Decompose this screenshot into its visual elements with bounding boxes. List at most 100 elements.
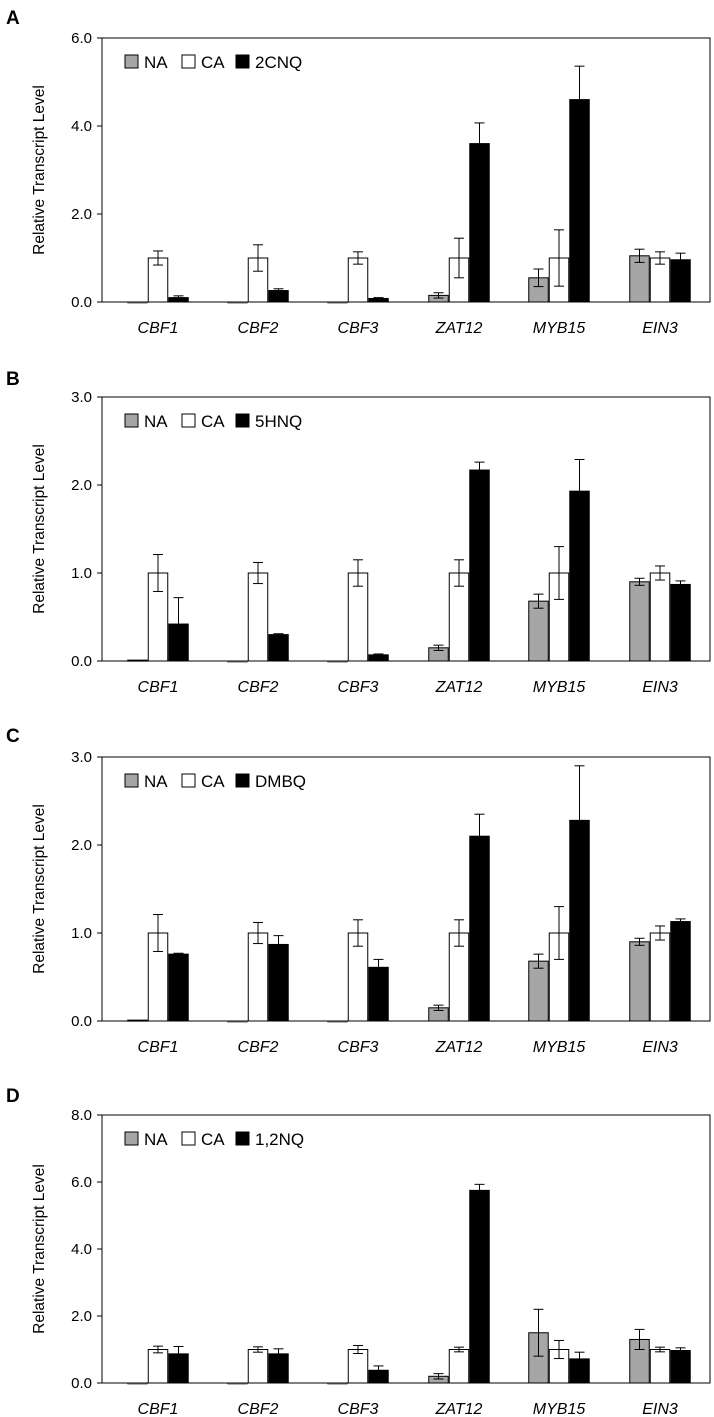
category-label: EIN3: [642, 679, 678, 696]
y-tick-label: 6.0: [71, 1174, 92, 1191]
y-tick-label: 0.0: [71, 653, 92, 670]
bar-ca-cbf1: [147, 1349, 169, 1384]
bar-5hnq-cbf2: [268, 634, 289, 662]
legend-label: CA: [201, 412, 225, 431]
category-label: CBF1: [138, 679, 179, 696]
panel-b: B 0.0 1.0 2.0 3.0 Relative Transcript Level CB…: [6, 369, 711, 696]
y-axis-label: Relative Transcript Level: [31, 444, 48, 614]
category-label: ZAT12: [435, 1039, 483, 1056]
bar-ca-cbf3: [347, 1349, 369, 1384]
bar-na-ein3: [629, 941, 650, 1022]
legend-swatch: [235, 773, 250, 788]
panel-letter: B: [6, 369, 20, 390]
category-label: CBF2: [238, 320, 279, 337]
legend-label: 5HNQ: [255, 412, 302, 431]
y-tick-label: 0.0: [71, 1013, 92, 1030]
bar-ca-cbf2: [247, 932, 269, 1022]
panel-d: D 0.0 2.0 4.0 6.0 8.0 Relative Transcript Leve…: [6, 1086, 711, 1417]
y-tick-label: 4.0: [71, 118, 92, 135]
category-label: ZAT12: [435, 1401, 483, 1417]
bar-ca-ein3: [649, 572, 671, 662]
panel-letter: A: [6, 8, 20, 29]
category-label: EIN3: [642, 1401, 678, 1417]
y-tick-label: 1.0: [71, 565, 92, 582]
legend-label: NA: [144, 772, 168, 791]
bar-na-myb15: [528, 960, 549, 1022]
bar-1-2nq-zat12: [469, 1189, 490, 1384]
y-tick-label: 3.0: [71, 389, 92, 406]
bar-dmbq-cbf1: [168, 953, 189, 1022]
bar-ca-cbf2: [247, 1349, 269, 1384]
plot-frame: [101, 756, 711, 1022]
y-tick-label: 0.0: [71, 294, 92, 311]
bar-2cnq-zat12: [469, 143, 490, 303]
legend-swatch: [181, 54, 196, 69]
category-label: MYB15: [533, 1401, 586, 1417]
plot-frame: [101, 37, 711, 303]
y-tick-label: 0.0: [71, 1375, 92, 1392]
bar-ca-cbf2: [247, 572, 269, 662]
y-axis-label: Relative Transcript Level: [31, 85, 48, 255]
legend-label: NA: [144, 53, 168, 72]
bar-1-2nq-ein3: [670, 1350, 691, 1384]
legend-swatch: [124, 413, 139, 428]
legend-swatch: [235, 1131, 250, 1146]
category-label: CBF2: [238, 679, 279, 696]
category-label: CBF3: [338, 320, 379, 337]
y-tick-label: 4.0: [71, 1241, 92, 1258]
category-label: CBF2: [238, 1039, 279, 1056]
category-label: EIN3: [642, 1039, 678, 1056]
bar-ca-zat12: [448, 1349, 470, 1384]
bar-ca-ein3: [649, 1349, 671, 1384]
plot-frame: [101, 1114, 711, 1384]
bar-dmbq-ein3: [670, 921, 691, 1022]
legend-label: DMBQ: [255, 772, 306, 791]
bar-dmbq-cbf2: [268, 943, 289, 1022]
category-label: CBF1: [138, 1401, 179, 1417]
legend-label: NA: [144, 412, 168, 431]
category-label: MYB15: [533, 320, 586, 337]
bar-5hnq-ein3: [670, 583, 691, 662]
y-axis-label: Relative Transcript Level: [31, 1164, 48, 1334]
legend-label: CA: [201, 772, 225, 791]
category-label: MYB15: [533, 679, 586, 696]
y-tick-label: 2.0: [71, 1308, 92, 1325]
plot-frame: [101, 396, 711, 662]
legend-swatch: [235, 413, 250, 428]
bar-na-cbf1: [127, 1382, 148, 1385]
y-tick-label: 8.0: [71, 1107, 92, 1124]
category-label: ZAT12: [435, 320, 483, 337]
bar-na-cbf2: [227, 1020, 248, 1023]
y-axis-label: Relative Transcript Level: [31, 804, 48, 974]
bar-na-cbf3: [327, 660, 348, 663]
category-label: CBF3: [338, 679, 379, 696]
legend-swatch: [124, 1131, 139, 1146]
legend-label: 1,2NQ: [255, 1130, 304, 1149]
bar-na-myb15: [528, 600, 549, 662]
panel-letter: C: [6, 726, 20, 747]
panel-a: A 0.0 2.0 4.0 6.0 Relative Transcript Level CB…: [6, 8, 711, 337]
category-label: MYB15: [533, 1039, 586, 1056]
bar-5hnq-zat12: [469, 469, 490, 662]
category-label: CBF3: [338, 1401, 379, 1417]
legend-swatch: [181, 413, 196, 428]
bar-na-cbf1: [127, 659, 148, 662]
y-tick-label: 2.0: [71, 837, 92, 854]
category-label: EIN3: [642, 320, 678, 337]
bar-na-cbf3: [327, 1020, 348, 1023]
bar-na-cbf3: [327, 301, 348, 304]
legend-swatch: [124, 54, 139, 69]
bar-na-cbf2: [227, 1382, 248, 1385]
bar-na-cbf1: [127, 301, 148, 304]
y-tick-label: 2.0: [71, 206, 92, 223]
category-label: ZAT12: [435, 679, 483, 696]
legend-swatch: [181, 1131, 196, 1146]
y-tick-label: 3.0: [71, 749, 92, 766]
bar-ca-ein3: [649, 932, 671, 1022]
legend-label: NA: [144, 1130, 168, 1149]
category-label: CBF1: [138, 320, 179, 337]
bar-na-cbf3: [327, 1382, 348, 1385]
panel-c: C 0.0 1.0 2.0 3.0 Relative Transcript Level CB…: [6, 726, 711, 1056]
category-label: CBF3: [338, 1039, 379, 1056]
